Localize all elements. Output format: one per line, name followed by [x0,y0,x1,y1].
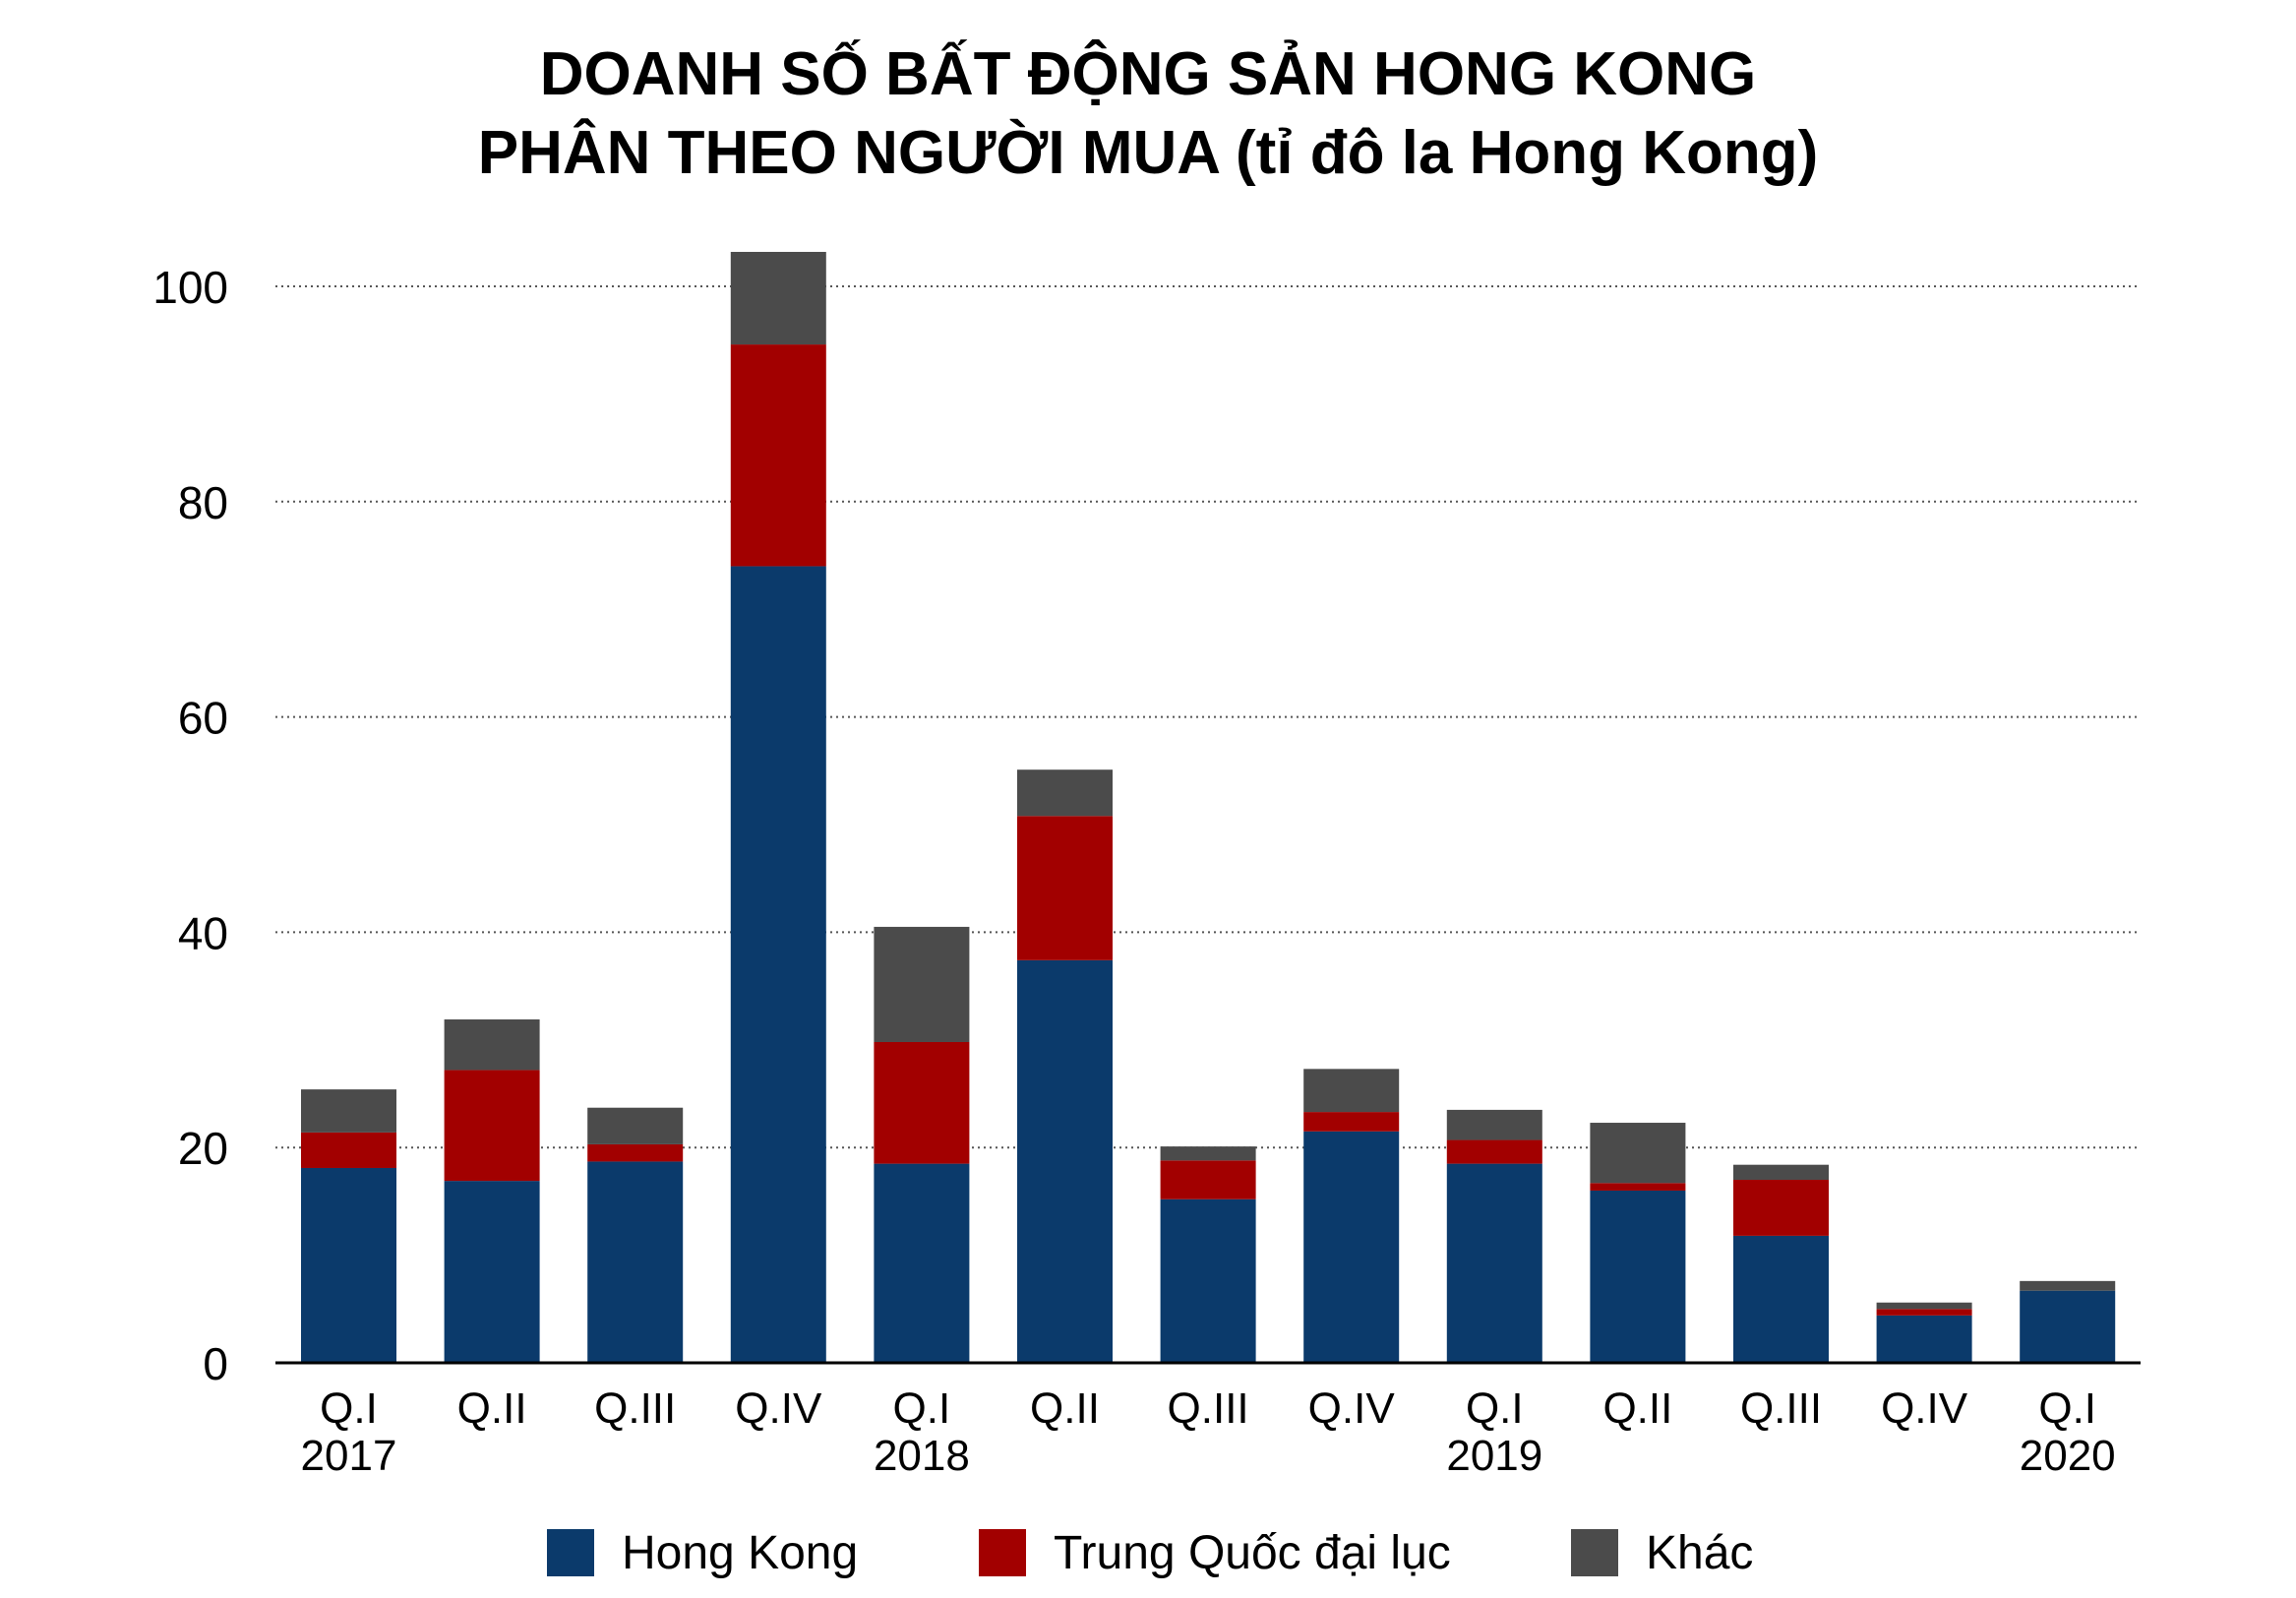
bar-khac-11 [1876,1302,1972,1310]
legend-swatch-khac [1571,1529,1618,1576]
x-tick-label-6: Q.III [1168,1384,1249,1433]
y-tick-label-80: 80 [178,477,228,528]
y-tick-label-40: 40 [178,907,228,958]
bar-trung-quoc-6 [1160,1160,1256,1199]
legend-item-hong-kong: Hong Kong [547,1523,858,1582]
x-tick-label-10: Q.III [1740,1384,1822,1433]
bar-khac-0 [301,1089,396,1133]
bar-khac-8 [1446,1109,1542,1140]
x-year-label-12: 2020 [2020,1432,2116,1480]
bar-trung-quoc-1 [444,1070,540,1182]
bar-khac-3 [730,251,826,345]
x-tick-label-4: Q.I [893,1384,951,1433]
bar-hong-kong-3 [730,566,826,1363]
x-year-label-0: 2017 [301,1432,397,1480]
x-year-label-4: 2018 [874,1432,970,1480]
bar-khac-5 [1017,769,1113,817]
bar-trung-quoc-5 [1017,816,1113,960]
legend-label-trung-quoc: Trung Quốc đại lục [1054,1526,1451,1579]
bar-khac-10 [1733,1164,1829,1181]
y-tick-label-20: 20 [178,1123,228,1174]
legend-label-khac: Khác [1646,1526,1754,1579]
bar-hong-kong-7 [1303,1131,1400,1363]
bar-khac-9 [1590,1123,1686,1184]
x-year-label-8: 2019 [1446,1432,1542,1480]
x-tick-label-7: Q.IV [1308,1384,1396,1433]
bar-khac-1 [444,1019,540,1071]
bar-trung-quoc-4 [874,1041,970,1164]
chart-title: DOANH SỐ BẤT ĐỘNG SẢN HONG KONG PHÂN THE… [0,35,2296,193]
bar-trung-quoc-3 [730,344,826,567]
x-tick-label-5: Q.II [1030,1384,1100,1433]
x-tick-label-11: Q.IV [1881,1384,1968,1433]
bar-hong-kong-0 [301,1167,396,1363]
bar-hong-kong-9 [1590,1190,1686,1363]
bar-khac-4 [874,926,970,1042]
bar-hong-kong-12 [2020,1290,2116,1363]
bar-trung-quoc-2 [587,1143,684,1162]
bar-trung-quoc-8 [1446,1139,1542,1164]
y-tick-label-100: 100 [152,262,228,313]
bar-hong-kong-4 [874,1163,970,1363]
x-tick-label-8: Q.I [1466,1384,1524,1433]
y-tick-label-60: 60 [178,693,228,744]
bar-hong-kong-8 [1446,1163,1542,1363]
legend-swatch-trung-quoc [979,1529,1026,1576]
bar-hong-kong-2 [587,1161,684,1363]
bar-khac-6 [1160,1146,1256,1161]
legend-item-khac: Khác [1571,1523,1753,1582]
bar-trung-quoc-10 [1733,1180,1829,1236]
x-tick-label-9: Q.II [1602,1384,1672,1433]
x-tick-label-12: Q.I [2038,1384,2096,1433]
legend-item-trung-quoc: Trung Quốc đại lục [979,1523,1451,1582]
x-tick-label-2: Q.III [594,1384,676,1433]
bar-hong-kong-5 [1017,959,1113,1363]
x-tick-label-0: Q.I [320,1384,378,1433]
chart-title-line2: PHÂN THEO NGƯỜI MUA (tỉ đô la Hong Kong) [477,119,1819,187]
bar-hong-kong-10 [1733,1235,1829,1363]
bar-hong-kong-1 [444,1181,540,1363]
chart-legend: Hong Kong Trung Quốc đại lục Khác [0,1523,2296,1582]
bar-hong-kong-11 [1876,1315,1972,1363]
y-tick-label-0: 0 [203,1338,228,1389]
bar-hong-kong-6 [1160,1198,1256,1363]
x-tick-label-3: Q.IV [735,1384,822,1433]
bar-trung-quoc-0 [301,1132,396,1168]
chart-title-line1: DOANH SỐ BẤT ĐỘNG SẢN HONG KONG [539,40,1757,108]
legend-label-hong-kong: Hong Kong [622,1526,859,1579]
bar-trung-quoc-11 [1876,1309,1972,1316]
bar-trung-quoc-7 [1303,1112,1400,1132]
bar-khac-12 [2020,1280,2116,1291]
x-tick-label-1: Q.II [457,1384,527,1433]
bar-khac-7 [1303,1069,1400,1113]
bar-trung-quoc-9 [1590,1183,1686,1191]
bar-khac-2 [587,1107,684,1144]
legend-swatch-hong-kong [547,1529,594,1576]
